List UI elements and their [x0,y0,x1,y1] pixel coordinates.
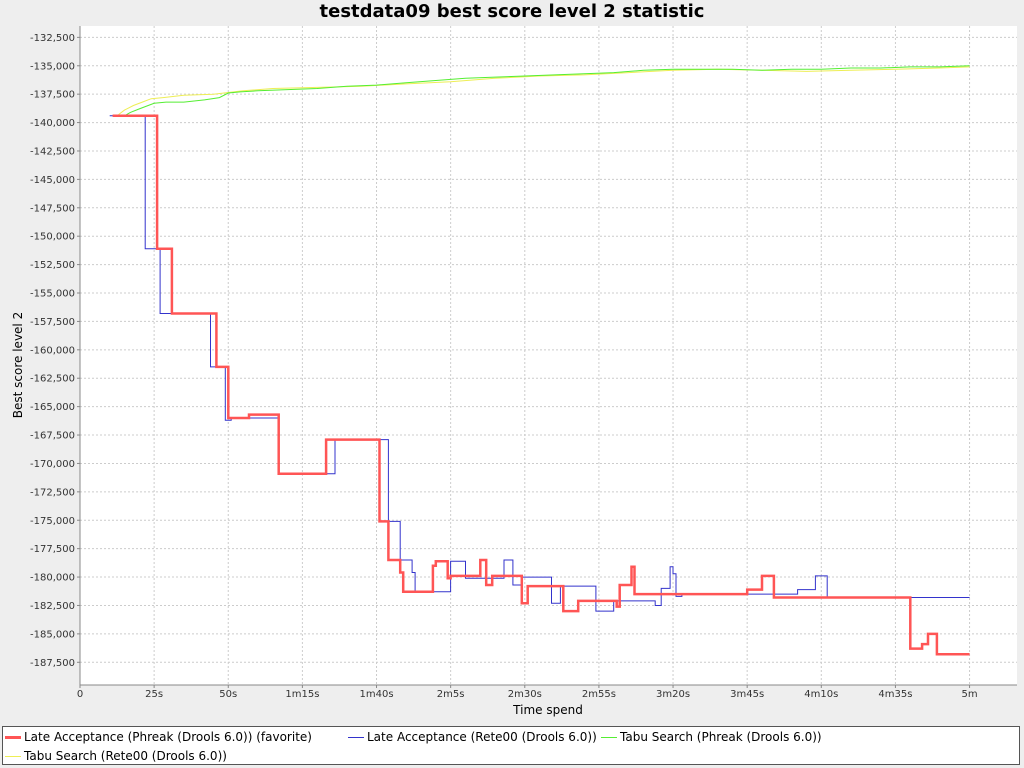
y-axis-ticks: -132,500 -135,000 -137,500 -140,000 -142,500… [30,33,80,669]
legend-swatch [5,736,21,739]
x-tick-label: 3m20s [656,689,690,700]
x-tick-label: 2m30s [508,689,542,700]
y-tick-label: -135,000 [30,61,75,72]
y-tick-label: -132,500 [30,33,75,44]
y-tick-label: -140,000 [30,118,75,129]
x-tick-label: 2m55s [582,689,616,700]
x-tick-label: 50s [219,689,237,700]
legend-label: Late Acceptance (Rete00 (Drools 6.0)) [367,730,597,744]
x-tick-label: 1m15s [285,689,319,700]
x-tick-label: 0 [77,689,83,700]
x-tick-label: 1m40s [359,689,393,700]
series-layer [109,65,970,656]
legend-item: Tabu Search (Phreak (Drools 6.0)) [601,728,822,746]
x-axis-ticks: 0 25s 50s 1m15s 1m40s 2m5s 2m30s 2m55s 3m20s 3m45… [77,685,978,700]
chart-title: testdata09 best score level 2 statistic [319,1,705,22]
x-tick-label: 4m35s [878,689,912,700]
y-tick-label: -170,000 [30,459,75,470]
grid-lines [79,26,1017,685]
legend-label: Tabu Search (Phreak (Drools 6.0)) [620,730,822,744]
y-tick-label: -162,500 [30,374,75,385]
y-tick-label: -160,000 [30,345,75,356]
y-tick-label: -137,500 [30,90,75,101]
x-tick-label: 2m5s [437,689,465,700]
legend-label: Late Acceptance (Phreak (Drools 6.0)) (f… [24,730,312,744]
y-tick-label: -147,500 [30,203,75,214]
x-tick-label: 4m10s [804,689,838,700]
y-tick-label: -167,500 [30,431,75,442]
y-tick-label: -182,500 [30,601,75,612]
plot-area [80,26,1017,685]
legend-item: Tabu Search (Rete00 (Drools 6.0)) [5,747,227,765]
y-tick-label: -165,000 [30,402,75,413]
x-axis-label: Time spend [512,703,583,717]
y-tick-label: -172,500 [30,487,75,498]
legend-item: Late Acceptance (Rete00 (Drools 6.0)) [348,728,597,746]
x-tick-label: 3m45s [730,689,764,700]
y-tick-label: -175,000 [30,516,75,527]
y-tick-label: -145,000 [30,175,75,186]
x-tick-label: 25s [145,689,163,700]
y-tick-label: -150,000 [30,232,75,243]
y-tick-label: -180,000 [30,573,75,584]
legend: Late Acceptance (Phreak (Drools 6.0)) (f… [2,726,1020,765]
y-tick-label: -157,500 [30,317,75,328]
series-line-3 [118,66,970,115]
y-tick-label: -152,500 [30,260,75,271]
series-line-0 [112,114,970,656]
y-tick-label: -187,500 [30,658,75,669]
legend-swatch [5,756,21,757]
legend-item: Late Acceptance (Phreak (Drools 6.0)) (f… [5,728,312,746]
y-axis-label: Best score level 2 [11,312,25,418]
legend-label: Tabu Search (Rete00 (Drools 6.0)) [24,749,227,763]
y-tick-label: -177,500 [30,544,75,555]
y-tick-label: -155,000 [30,289,75,300]
y-tick-label: -185,000 [30,629,75,640]
y-tick-label: -142,500 [30,146,75,157]
series-line-2 [124,65,970,117]
legend-swatch [601,737,617,738]
legend-swatch [348,737,364,738]
x-tick-label: 5m [962,689,978,700]
